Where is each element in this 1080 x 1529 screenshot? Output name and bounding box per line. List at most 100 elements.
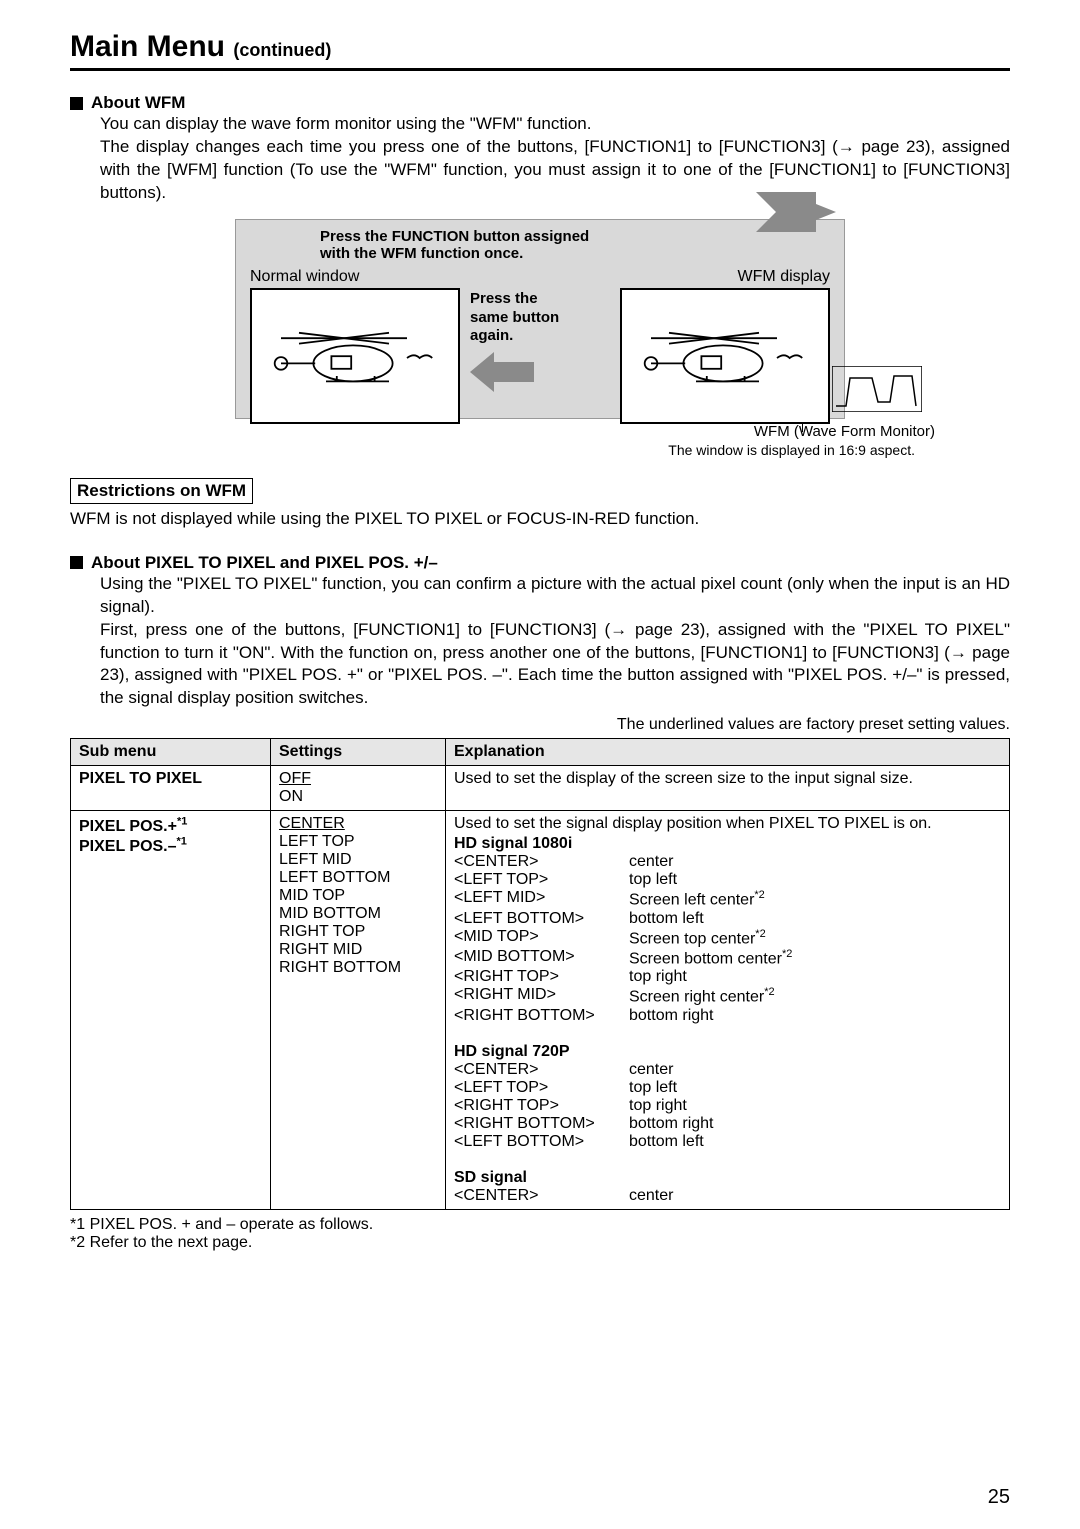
title-sub: (continued) xyxy=(233,40,331,60)
pos-value: Screen left center*2 xyxy=(629,889,1001,909)
restrictions-heading: Restrictions on WFM xyxy=(70,478,253,504)
waveform-icon xyxy=(832,366,922,412)
pos-value: bottom right xyxy=(629,1007,1001,1025)
pos-value: bottom left xyxy=(629,1133,1001,1151)
footnote-2: *2 Refer to the next page. xyxy=(70,1234,1010,1252)
helicopter-icon xyxy=(272,318,452,398)
title-main: Main Menu xyxy=(70,30,225,63)
table-row: PIXEL POS.+*1 PIXEL POS.–*1 CENTERLEFT T… xyxy=(71,811,1010,1209)
pos-value: top left xyxy=(629,871,1001,889)
pos-key: <CENTER> xyxy=(454,1061,629,1079)
pos-key: <RIGHT TOP> xyxy=(454,1097,629,1115)
wfm-display-screen xyxy=(620,288,830,424)
hd720-head: HD signal 720P xyxy=(454,1043,1001,1061)
pos-value: top left xyxy=(629,1079,1001,1097)
pos-value-sup: *2 xyxy=(782,948,792,960)
pos-value: bottom right xyxy=(629,1115,1001,1133)
pos-value: top right xyxy=(629,1097,1001,1115)
row2-setting-item: RIGHT BOTTOM xyxy=(279,959,437,977)
press-again-l2: same button xyxy=(470,309,610,328)
pos-key: <RIGHT BOTTOM> xyxy=(454,1007,629,1025)
diagram-gray-box: Press the FUNCTION button assigned with … xyxy=(235,219,845,419)
row2-setting-item: MID BOTTOM xyxy=(279,905,437,923)
normal-window-label: Normal window xyxy=(250,268,359,286)
hd1080-head: HD signal 1080i xyxy=(454,835,1001,853)
press-once-l2: with the WFM function once. xyxy=(320,245,830,262)
row2-settings-cell: CENTERLEFT TOPLEFT MIDLEFT BOTTOMMID TOP… xyxy=(271,811,446,1209)
sd-head: SD signal xyxy=(454,1169,1001,1187)
arrow-down-right-icon xyxy=(756,192,836,232)
bullet-icon xyxy=(70,556,83,569)
row2-setting-item: CENTER xyxy=(279,815,437,833)
hd720-grid: <CENTER>center<LEFT TOP>top left<RIGHT T… xyxy=(454,1061,1001,1151)
th-explanation: Explanation xyxy=(446,739,1010,766)
pos-key: <CENTER> xyxy=(454,1187,629,1205)
press-again-l3: again. xyxy=(470,327,610,346)
pos-key: <RIGHT MID> xyxy=(454,986,629,1006)
pos-key: <RIGHT BOTTOM> xyxy=(454,1115,629,1133)
page-title: Main Menu (continued) xyxy=(70,30,1010,64)
about-pixel-text: About PIXEL TO PIXEL and PIXEL POS. +/– xyxy=(91,553,438,573)
press-once-l1: Press the FUNCTION button assigned xyxy=(320,228,830,245)
row2-setting-item: LEFT BOTTOM xyxy=(279,869,437,887)
row2-explanation-cell: Used to set the signal display position … xyxy=(446,811,1010,1209)
row2-setting-item: RIGHT TOP xyxy=(279,923,437,941)
pos-value: Screen top center*2 xyxy=(629,928,1001,948)
wfm-para-1: You can display the wave form monitor us… xyxy=(100,113,1010,136)
row2-setting-item: RIGHT MID xyxy=(279,941,437,959)
pos-key: <CENTER> xyxy=(454,853,629,871)
press-again-block: Press the same button again. xyxy=(470,288,610,424)
pos-value: bottom left xyxy=(629,910,1001,928)
row1-explanation: Used to set the display of the screen si… xyxy=(446,766,1010,811)
row2-setting-item: MID TOP xyxy=(279,887,437,905)
wfm-display-label: WFM display xyxy=(738,268,830,286)
pos-value-sup: *2 xyxy=(754,889,764,901)
row2-submenu-l1: PIXEL POS.+*1 xyxy=(79,818,187,835)
pos-key: <LEFT BOTTOM> xyxy=(454,910,629,928)
pixel-para-1: Using the "PIXEL TO PIXEL" function, you… xyxy=(100,573,1010,619)
pos-value: Screen bottom center*2 xyxy=(629,948,1001,968)
pos-key: <LEFT BOTTOM> xyxy=(454,1133,629,1151)
pos-value-sup: *2 xyxy=(764,986,774,998)
th-submenu: Sub menu xyxy=(71,739,271,766)
settings-table: Sub menu Settings Explanation PIXEL TO P… xyxy=(70,738,1010,1209)
wfm-para-2: The display changes each time you press … xyxy=(100,136,1010,205)
helicopter-icon xyxy=(642,318,822,398)
wfm-diagram: Press the FUNCTION button assigned with … xyxy=(145,219,935,458)
pos-value: center xyxy=(629,1187,1001,1205)
pos-value: center xyxy=(629,1061,1001,1079)
row2-exp-intro: Used to set the signal display position … xyxy=(454,815,1001,833)
pos-value-sup: *2 xyxy=(755,928,765,940)
sd-grid: <CENTER>center xyxy=(454,1187,1001,1205)
footnote-1: *1 PIXEL POS. + and – operate as follows… xyxy=(70,1216,1010,1234)
row1-setting-on: ON xyxy=(279,788,303,805)
pos-key: <LEFT MID> xyxy=(454,889,629,909)
title-rule xyxy=(70,68,1010,71)
about-wfm-text: About WFM xyxy=(91,93,185,113)
bullet-icon xyxy=(70,97,83,110)
footnotes: *1 PIXEL POS. + and – operate as follows… xyxy=(70,1216,1010,1252)
wfm-aspect-note: The window is displayed in 16:9 aspect. xyxy=(145,442,915,458)
pos-key: <LEFT TOP> xyxy=(454,1079,629,1097)
pos-key: <MID BOTTOM> xyxy=(454,948,629,968)
pixel-para-2: First, press one of the buttons, [FUNCTI… xyxy=(100,619,1010,711)
page-number: 25 xyxy=(988,1486,1010,1509)
pos-key: <RIGHT TOP> xyxy=(454,968,629,986)
arrow-left-icon xyxy=(470,352,534,392)
about-pixel-heading: About PIXEL TO PIXEL and PIXEL POS. +/– xyxy=(70,553,1010,573)
row1-setting-off: OFF xyxy=(279,770,311,787)
th-settings: Settings xyxy=(271,739,446,766)
pos-value: top right xyxy=(629,968,1001,986)
factory-note: The underlined values are factory preset… xyxy=(70,716,1010,734)
table-row: PIXEL TO PIXEL OFF ON Used to set the di… xyxy=(71,766,1010,811)
hd1080-grid: <CENTER>center<LEFT TOP>top left<LEFT MI… xyxy=(454,853,1001,1024)
row1-submenu: PIXEL TO PIXEL xyxy=(79,770,202,787)
about-wfm-heading: About WFM xyxy=(70,93,1010,113)
pos-value: center xyxy=(629,853,1001,871)
wfm-caption: WFM (Wave Form Monitor) xyxy=(145,423,935,440)
row2-setting-item: LEFT MID xyxy=(279,851,437,869)
row2-submenu-l2: PIXEL POS.–*1 xyxy=(79,838,187,855)
normal-window-screen xyxy=(250,288,460,424)
pos-value: Screen right center*2 xyxy=(629,986,1001,1006)
pos-key: <MID TOP> xyxy=(454,928,629,948)
